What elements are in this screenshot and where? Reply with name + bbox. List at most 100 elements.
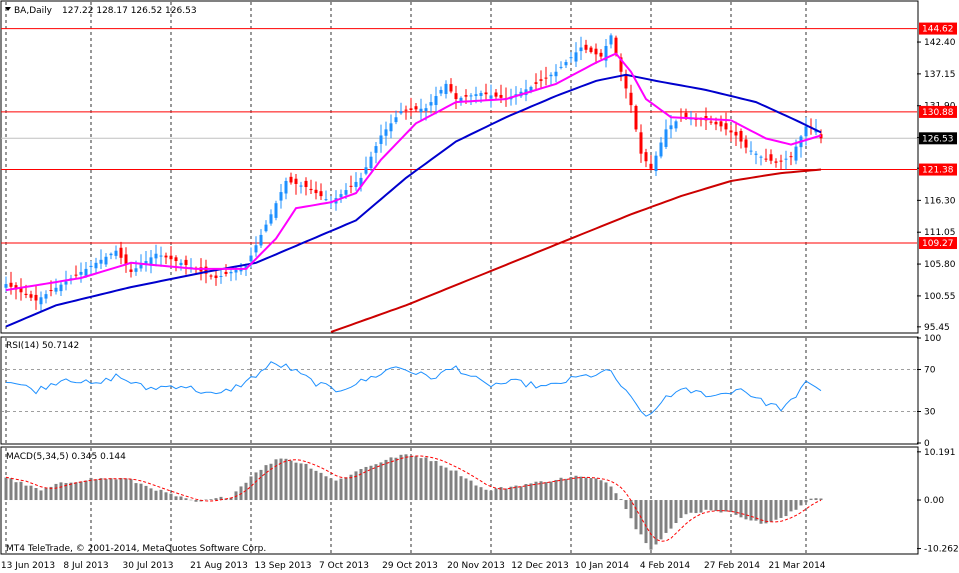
candlestick[interactable] — [364, 156, 368, 176]
candlestick[interactable] — [354, 172, 358, 191]
candlestick[interactable] — [449, 78, 453, 94]
candlestick[interactable] — [259, 229, 263, 249]
macd-histogram-bar[interactable] — [324, 476, 328, 501]
macd-histogram-bar[interactable] — [449, 470, 453, 501]
macd-histogram-bar[interactable] — [154, 490, 158, 501]
macd-histogram-bar[interactable] — [269, 463, 273, 501]
candlestick[interactable] — [654, 151, 658, 176]
macd-histogram-bar[interactable] — [679, 500, 683, 518]
macd-histogram-bar[interactable] — [309, 468, 313, 501]
candlestick[interactable] — [574, 42, 578, 67]
candlestick[interactable] — [394, 110, 398, 125]
macd-histogram-bar[interactable] — [689, 500, 693, 513]
macd-histogram-bar[interactable] — [509, 486, 513, 501]
macd-histogram-bar[interactable] — [504, 488, 508, 501]
candlestick[interactable] — [709, 115, 713, 125]
candlestick[interactable] — [309, 179, 313, 195]
macd-histogram-bar[interactable] — [754, 500, 758, 521]
macd-histogram-bar[interactable] — [129, 479, 133, 501]
macd-histogram-bar[interactable] — [104, 479, 108, 501]
macd-histogram-bar[interactable] — [249, 476, 253, 501]
macd-histogram-bar[interactable] — [489, 490, 493, 501]
macd-histogram-bar[interactable] — [559, 477, 563, 501]
candlestick[interactable] — [549, 72, 553, 86]
candlestick[interactable] — [414, 103, 418, 112]
macd-histogram-bar[interactable] — [334, 480, 338, 501]
candlestick[interactable] — [144, 251, 148, 272]
macd-histogram-bar[interactable] — [459, 476, 463, 501]
candlestick[interactable] — [219, 270, 223, 284]
macd-histogram-bar[interactable] — [179, 496, 183, 501]
macd-histogram-bar[interactable] — [784, 500, 788, 517]
candlestick[interactable] — [149, 249, 153, 274]
macd-histogram-bar[interactable] — [109, 478, 113, 501]
macd-histogram-bar[interactable] — [284, 458, 288, 501]
macd-histogram-bar[interactable] — [259, 469, 263, 501]
macd-histogram-bar[interactable] — [69, 482, 73, 501]
macd-histogram-bar[interactable] — [384, 459, 388, 501]
macd-histogram-bar[interactable] — [49, 486, 53, 501]
macd-histogram-bar[interactable] — [289, 460, 293, 501]
candlestick[interactable] — [419, 98, 423, 122]
moving-average-long[interactable] — [330, 168, 822, 333]
candlestick[interactable] — [769, 149, 773, 165]
candlestick[interactable] — [379, 124, 383, 153]
candlestick[interactable] — [589, 45, 593, 54]
macd-histogram-bar[interactable] — [529, 483, 533, 501]
macd-histogram-bar[interactable] — [374, 464, 378, 501]
macd-histogram-bar[interactable] — [694, 500, 698, 514]
macd-histogram-bar[interactable] — [79, 481, 83, 501]
macd-histogram-bar[interactable] — [244, 482, 248, 501]
macd-histogram-bar[interactable] — [744, 500, 748, 520]
macd-histogram-bar[interactable] — [99, 478, 103, 501]
macd-histogram-bar[interactable] — [764, 500, 768, 524]
macd-histogram-bar[interactable] — [64, 483, 68, 501]
macd-histogram-bar[interactable] — [9, 478, 13, 501]
candlestick[interactable] — [569, 52, 573, 63]
macd-histogram-bar[interactable] — [534, 481, 538, 501]
macd-histogram-bar[interactable] — [149, 488, 153, 501]
candlestick[interactable] — [269, 209, 273, 226]
macd-histogram-bar[interactable] — [564, 478, 568, 501]
candlestick[interactable] — [724, 112, 728, 136]
candlestick[interactable] — [164, 252, 168, 265]
macd-histogram-bar[interactable] — [464, 478, 468, 501]
macd-histogram-bar[interactable] — [304, 463, 308, 501]
macd-histogram-bar[interactable] — [579, 476, 583, 501]
moving-average-short[interactable] — [5, 52, 822, 292]
macd-histogram-bar[interactable] — [44, 488, 48, 501]
macd-histogram-bar[interactable] — [724, 500, 728, 512]
macd-histogram-bar[interactable] — [794, 500, 798, 510]
candlestick[interactable] — [779, 154, 783, 170]
macd-histogram-bar[interactable] — [314, 470, 318, 501]
candlestick[interactable] — [109, 252, 113, 260]
candlestick[interactable] — [284, 177, 288, 200]
candlestick[interactable] — [664, 119, 668, 149]
candlestick[interactable] — [254, 236, 258, 257]
macd-histogram-bar[interactable] — [419, 458, 423, 501]
candlestick[interactable] — [489, 84, 493, 108]
macd-histogram-bar[interactable] — [344, 477, 348, 501]
candlestick[interactable] — [744, 135, 748, 154]
macd-histogram-bar[interactable] — [94, 479, 98, 501]
dropdown-arrow-icon[interactable] — [5, 7, 11, 11]
candlestick[interactable] — [154, 244, 158, 267]
candlestick[interactable] — [429, 94, 433, 114]
macd-histogram-bar[interactable] — [184, 498, 188, 501]
macd-histogram-bar[interactable] — [804, 500, 808, 503]
macd-histogram-bar[interactable] — [134, 483, 138, 501]
candlestick[interactable] — [99, 249, 103, 270]
macd-histogram-bar[interactable] — [774, 500, 778, 520]
macd-histogram-bar[interactable] — [444, 467, 448, 501]
macd-histogram-bar[interactable] — [379, 462, 383, 501]
candlestick[interactable] — [339, 189, 343, 203]
macd-histogram-bar[interactable] — [174, 496, 178, 501]
macd-histogram-bar[interactable] — [164, 492, 168, 501]
candlestick[interactable] — [294, 174, 298, 195]
candlestick[interactable] — [264, 220, 268, 233]
candlestick[interactable] — [44, 290, 48, 304]
macd-histogram-bar[interactable] — [364, 466, 368, 501]
candlestick[interactable] — [89, 260, 93, 276]
candlestick[interactable] — [604, 39, 608, 68]
